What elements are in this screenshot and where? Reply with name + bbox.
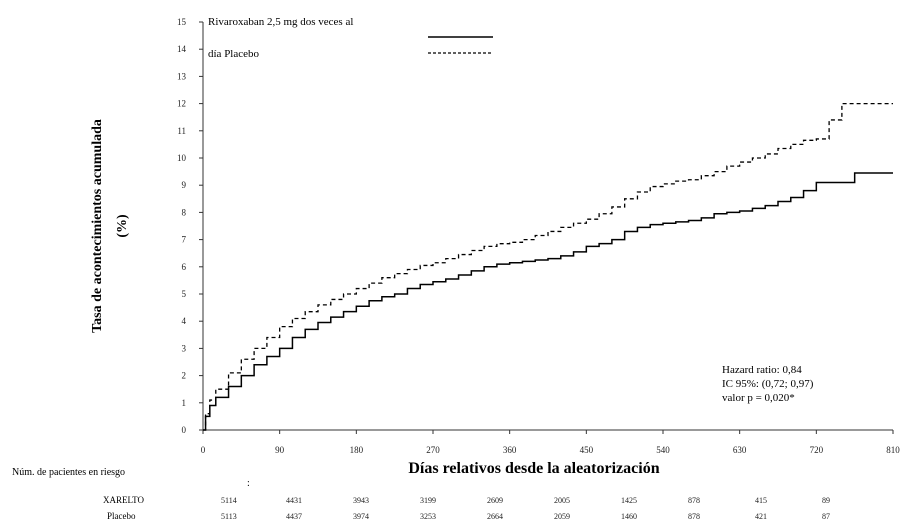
risk-values: 5114 4431 3943 3199 2609 2005 1425 878 415 89 5113… [221, 496, 830, 521]
risk-value: 415 [755, 496, 767, 505]
x-tick-label: 720 [810, 445, 824, 455]
legend: Rivaroxaban 2,5 mg dos veces al día Plac… [208, 16, 493, 60]
risk-value: 89 [822, 496, 830, 505]
risk-value: 878 [688, 512, 700, 521]
x-tick-label: 180 [350, 445, 364, 455]
series-line-rivaroxaban [203, 172, 893, 431]
x-tick-label: 270 [426, 445, 440, 455]
y-axis-label-line1: Tasa de acontecimientos acumulada [90, 119, 105, 333]
axes [202, 22, 893, 431]
risk-value: 3253 [420, 512, 436, 521]
y-tick-label: 3 [182, 343, 187, 353]
series-lines [203, 102, 893, 431]
y-tick-label: 11 [177, 126, 186, 136]
risk-value: 5113 [221, 512, 237, 521]
risk-value: 2664 [487, 512, 503, 521]
risk-value: 87 [822, 512, 830, 521]
risk-value: 3974 [353, 512, 369, 521]
y-axis-label: Tasa de acontecimientos acumulada (%) [90, 119, 130, 333]
legend-text-line2: día Placebo [208, 48, 260, 60]
y-tick-label: 5 [182, 289, 187, 299]
y-tick-label: 12 [177, 99, 186, 109]
risk-value: 1460 [621, 512, 637, 521]
x-tick-label: 540 [656, 445, 670, 455]
y-tick-label: 0 [182, 425, 187, 435]
y-tick-label: 4 [182, 316, 187, 326]
x-tick-label: 90 [275, 445, 285, 455]
y-tick-label: 6 [182, 262, 187, 272]
risk-value: 3943 [353, 496, 369, 505]
risk-value: 2005 [554, 496, 570, 505]
risk-value: 421 [755, 512, 767, 521]
risk-value: 5114 [221, 496, 237, 505]
x-tick-label: 450 [580, 445, 594, 455]
risk-value: 2059 [554, 512, 570, 521]
legend-text-line1: Rivaroxaban 2,5 mg dos veces al [208, 16, 353, 28]
y-tick-label: 9 [182, 180, 187, 190]
y-tick-label: 15 [177, 17, 187, 27]
stats-annotation: Hazard ratio: 0,84 IC 95%: (0,72; 0,97) … [722, 364, 814, 404]
x-tick-label: 0 [201, 445, 206, 455]
y-axis-label-line2: (%) [115, 214, 130, 238]
x-ticks: 0 90 180 270 360 450 540 630 720 810 [201, 430, 900, 455]
risk-table: Núm. de pacientes en riesgo : XARELTO Pl… [12, 467, 830, 521]
y-tick-label: 13 [177, 71, 187, 81]
risk-row-label-placebo: Placebo [107, 511, 136, 521]
risk-value: 1425 [621, 496, 637, 505]
confidence-interval-text: IC 95%: (0,72; 0,97) [722, 378, 814, 390]
y-tick-label: 1 [182, 398, 187, 408]
risk-value: 4431 [286, 496, 302, 505]
x-axis-label: Días relativos desde la aleatorización [408, 460, 659, 477]
x-tick-label: 630 [733, 445, 747, 455]
risk-value: 2609 [487, 496, 503, 505]
y-tick-label: 10 [177, 153, 187, 163]
series-line-placebo [203, 102, 893, 431]
y-tick-label: 8 [182, 207, 187, 217]
hazard-ratio-text: Hazard ratio: 0,84 [722, 364, 802, 376]
risk-row-label-xarelto: XARELTO [103, 495, 145, 505]
y-tick-label: 7 [182, 235, 187, 245]
risk-value: 878 [688, 496, 700, 505]
risk-value: 4437 [286, 512, 302, 521]
y-tick-label: 2 [182, 371, 187, 381]
p-value-text: valor p = 0,020* [722, 392, 795, 404]
risk-value: 3199 [420, 496, 436, 505]
x-tick-label: 360 [503, 445, 517, 455]
y-tick-label: 14 [177, 44, 187, 54]
risk-table-colon: : [247, 478, 250, 489]
risk-table-title: Núm. de pacientes en riesgo [12, 467, 125, 478]
x-tick-label: 810 [886, 445, 900, 455]
